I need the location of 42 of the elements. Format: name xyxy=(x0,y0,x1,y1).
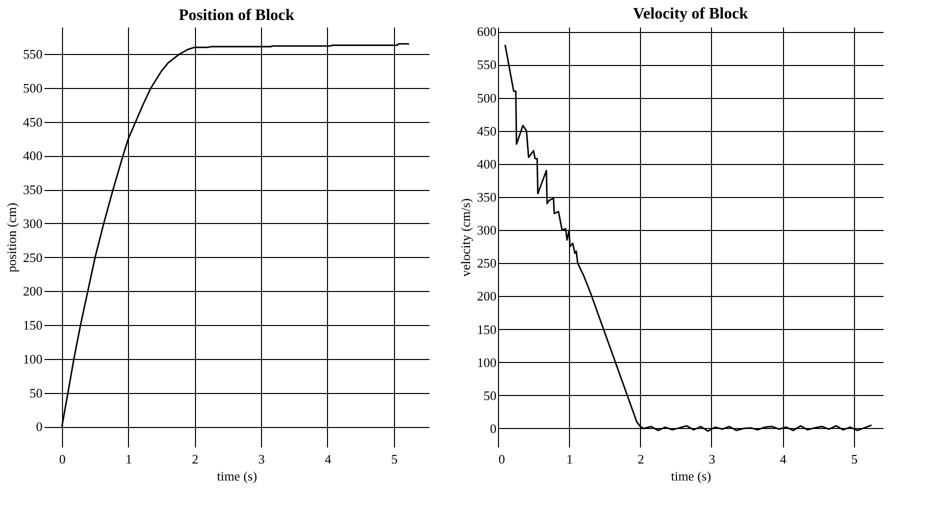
y-tick-label: 550 xyxy=(23,46,42,62)
y-tick-label: 300 xyxy=(23,216,42,231)
y-tick-label: 550 xyxy=(477,57,496,72)
chart-title: Position of Block xyxy=(178,7,294,24)
x-tick-label: 2 xyxy=(192,452,198,466)
y-tick-label: 600 xyxy=(477,24,496,40)
x-axis-title: time (s) xyxy=(670,468,712,484)
y-tick-label: 350 xyxy=(477,189,496,204)
y-tick-label: 100 xyxy=(23,351,42,366)
y-tick-label: 350 xyxy=(23,182,42,198)
y-tick-label: 200 xyxy=(477,288,496,304)
chart-title: Velocity of Block xyxy=(633,6,748,23)
y-tick-label: 250 xyxy=(477,256,496,271)
x-tick-label: 4 xyxy=(780,452,787,466)
x-tick-label: 2 xyxy=(638,452,644,466)
y-tick-label: 400 xyxy=(477,156,496,172)
x-tick-label: 0 xyxy=(59,452,66,466)
y-tick-label: 50 xyxy=(30,385,42,400)
x-tick-label: 1 xyxy=(126,452,132,466)
y-tick-label: 150 xyxy=(23,318,42,333)
y-tick-label: 0 xyxy=(490,420,496,436)
y-tick-label: 500 xyxy=(23,80,42,96)
y-axis-title: position (cm) xyxy=(4,202,19,272)
x-tick-label: 1 xyxy=(566,452,573,466)
y-tick-label: 50 xyxy=(484,388,496,403)
x-tick-label: 4 xyxy=(324,452,332,466)
x-tick-label: 5 xyxy=(851,452,858,466)
y-tick-label: 250 xyxy=(23,250,42,265)
y-tick-label: 450 xyxy=(23,114,42,130)
x-axis-title: time (s) xyxy=(216,468,258,484)
x-tick-label: 3 xyxy=(708,452,716,466)
y-tick-label: 0 xyxy=(36,419,42,434)
y-tick-label: 100 xyxy=(477,354,496,370)
y-tick-label: 300 xyxy=(477,222,496,238)
y-tick-label: 500 xyxy=(477,90,496,106)
x-tick-label: 3 xyxy=(258,452,265,466)
y-tick-label: 200 xyxy=(23,284,42,299)
y-tick-label: 400 xyxy=(23,148,42,164)
y-tick-label: 150 xyxy=(477,322,496,337)
y-tick-label: 450 xyxy=(477,123,496,138)
y-axis-title: velocity (cm/s) xyxy=(458,198,473,277)
x-tick-label: 5 xyxy=(391,452,398,466)
